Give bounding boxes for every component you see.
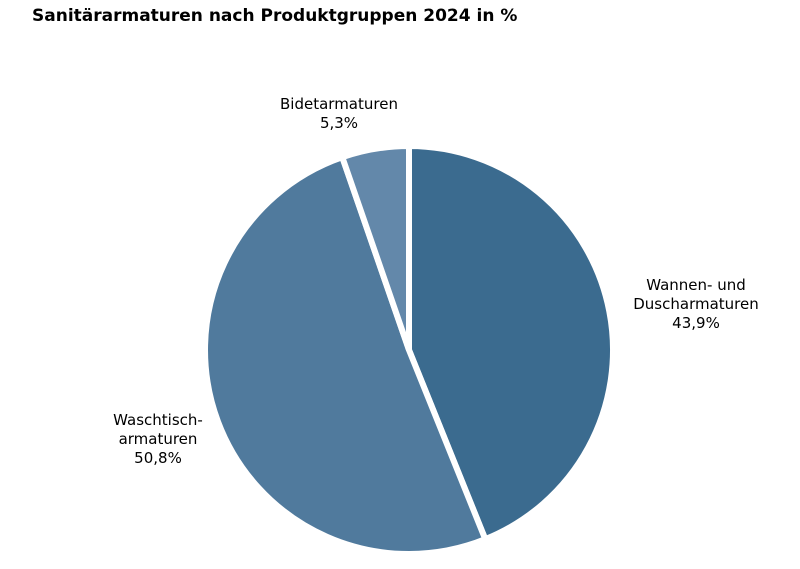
pie-slice-3: [338, 142, 412, 351]
slice-label-3: Bidetarmaturen 5,3%: [280, 95, 398, 132]
slice-category-label: armaturen: [119, 430, 198, 448]
slice-value-label: 43,9%: [672, 314, 720, 332]
slice-value-label: 50,8%: [134, 449, 182, 467]
slice-category-label: Waschtisch-: [113, 411, 203, 429]
pie-slice-1: [406, 142, 616, 544]
pie-slice-2: [202, 153, 490, 557]
slice-category-label: Wannen- und: [646, 276, 746, 294]
slice-label-2: Waschtisch-armaturen 50,8%: [113, 411, 203, 467]
chart-title: Sanitärarmaturen nach Produktgruppen 202…: [32, 6, 518, 26]
slice-category-label: Duscharmaturen: [633, 295, 759, 313]
pie-labels: Wannen- und Duscharmaturen 43,9% Waschtisch…: [113, 95, 759, 467]
slice-label-1: Wannen- und Duscharmaturen 43,9%: [633, 276, 759, 332]
slice-value-label: 5,3%: [320, 114, 358, 132]
slice-category-label: Bidetarmaturen: [280, 95, 398, 113]
pie-slices: [202, 142, 616, 557]
